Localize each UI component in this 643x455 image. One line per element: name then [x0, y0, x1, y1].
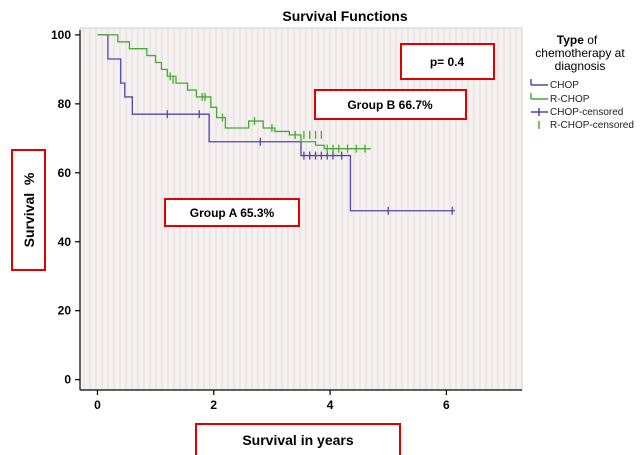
plot-area: [79, 27, 523, 391]
legend-label-rchop: R-CHOP: [550, 94, 590, 105]
legend-title-line3: diagnosis: [555, 59, 606, 73]
pvalue-text: p= 0.4: [430, 55, 465, 69]
legend-label-rchop-censored: R-CHOP-censored: [550, 120, 634, 131]
y-ticks: 0 20 40 60 80 100: [51, 28, 80, 387]
group-a-annotation: Group A 65.3%: [164, 198, 300, 227]
legend-label-chop: CHOP: [550, 80, 579, 91]
y-tick-label: 40: [58, 235, 72, 249]
x-tick-label: 0: [94, 398, 101, 412]
plot-background: [80, 28, 522, 390]
legend: Type of chemotherapy at diagnosis CHOP R…: [530, 33, 634, 131]
x-axis-label-text: Survival in years: [242, 432, 354, 448]
chart-title: Survival Functions: [282, 8, 407, 24]
y-axis-label-box: [11, 149, 46, 271]
x-axis-label-box: [195, 423, 401, 455]
x-tick-label: 6: [443, 398, 450, 412]
legend-title-strong: Type: [557, 33, 584, 47]
series-layer: [97, 34, 456, 215]
series-line-chop: [97, 34, 456, 212]
axes: 0 20 40 60 80 100 0 2 4 6: [51, 28, 522, 412]
legend-title-line2: chemotherapy at: [535, 46, 625, 60]
y-tick-label: 0: [64, 373, 71, 387]
legend-label-chop-censored: CHOP-censored: [550, 107, 623, 118]
group-a-text: Group A 65.3%: [190, 206, 275, 220]
y-tick-label: 20: [58, 304, 72, 318]
pvalue-box: [400, 43, 495, 80]
legend-title-line1: Type of: [557, 33, 598, 47]
y-tick-label: 60: [58, 166, 72, 180]
group-b-annotation: Group B 66.7%: [314, 89, 467, 120]
group-a-box: [164, 198, 300, 227]
y-tick-label: 80: [58, 97, 72, 111]
y-tick-label: 100: [51, 28, 71, 42]
pvalue-annotation: p= 0.4: [400, 43, 495, 80]
y-axis-label-text: Survival %: [21, 172, 37, 247]
y-axis-label: Survival %: [11, 149, 46, 271]
x-tick-label: 4: [327, 398, 334, 412]
x-ticks: 0 2 4 6: [94, 390, 450, 412]
x-tick-label: 2: [210, 398, 217, 412]
group-b-text: Group B 66.7%: [347, 98, 433, 112]
x-axis-label: Survival in years: [195, 423, 401, 455]
group-b-box: [314, 89, 467, 120]
legend-title-rest: of: [584, 33, 598, 47]
